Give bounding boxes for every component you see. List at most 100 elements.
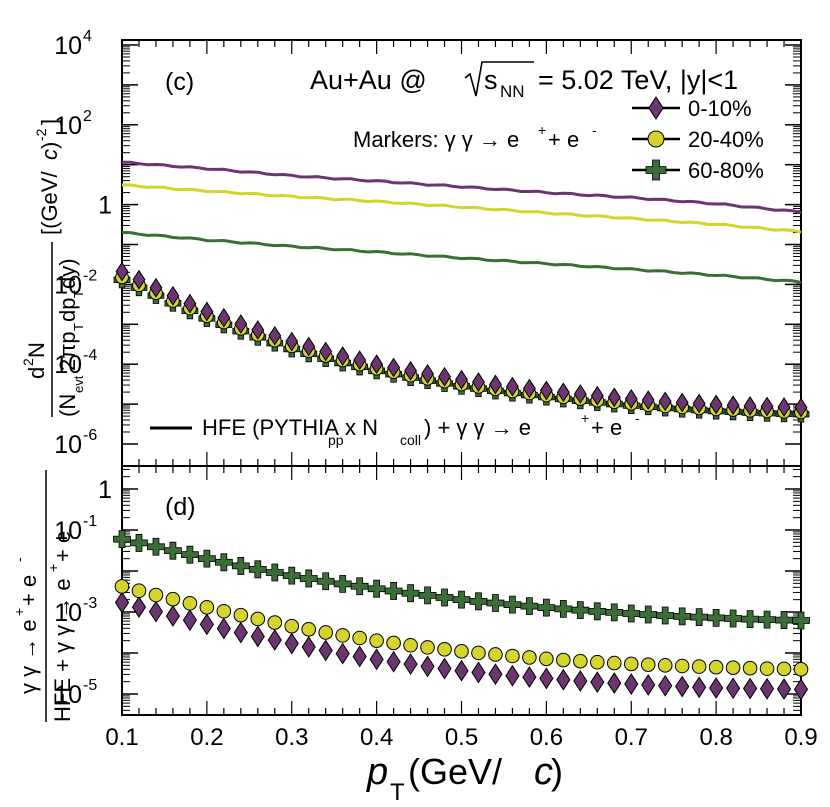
bottom-y-axis-label: γ γ → e + + e - HFE + γ γ → e + + e xyxy=(11,470,75,722)
top-ytick-label-base: 10 xyxy=(54,271,82,299)
x-axis-label: p T (GeV/ c ) xyxy=(366,751,563,806)
marker-diamond xyxy=(234,314,248,334)
marker-diamond xyxy=(115,261,129,282)
line-legend-sub: pp xyxy=(328,432,344,448)
marker-plus xyxy=(316,572,335,591)
marker-circle xyxy=(165,591,181,607)
marker-diamond xyxy=(726,677,741,700)
marker-diamond xyxy=(776,678,792,700)
legend-label: 60-80% xyxy=(688,158,764,183)
marker-diamond xyxy=(132,269,146,290)
top-ytick-label: 10 -6 xyxy=(54,427,97,459)
marker-diamond xyxy=(675,675,690,698)
marker-circle xyxy=(471,645,486,661)
top-ytick-label-exp: -6 xyxy=(83,427,97,444)
ylabel-units-close: ] xyxy=(37,119,62,125)
ylabel2-num-sup1: + xyxy=(11,608,27,616)
marker-diamond xyxy=(488,663,503,686)
marker-circle xyxy=(590,654,605,670)
marker-plus xyxy=(707,608,726,627)
x-tick-labels: 0.1 0.2 0.3 0.4 0.5 0.6 0.7 0.8 0.9 xyxy=(105,724,817,751)
xtick-label: 0.1 xyxy=(105,724,138,751)
marker-diamond xyxy=(641,673,656,696)
marker-circle xyxy=(301,622,317,637)
marker-plus xyxy=(554,599,573,618)
legend: 0-10% 20-40% 60-80% xyxy=(632,96,764,183)
marker-circle xyxy=(725,660,741,676)
marker-circle xyxy=(216,603,232,619)
marker-diamond xyxy=(318,639,333,662)
marker-diamond xyxy=(148,600,164,623)
marker-diamond xyxy=(165,605,181,627)
ylabel-num-sup: 2 xyxy=(20,358,36,366)
top-axis-ticks xyxy=(121,40,802,466)
marker-diamond xyxy=(216,617,231,640)
marker-circle xyxy=(623,656,639,672)
line-legend-mid: x N xyxy=(345,415,378,440)
bottom-ytick-label-base: 10 xyxy=(54,681,82,709)
marker-plus xyxy=(248,560,267,579)
marker-diamond xyxy=(726,395,740,416)
marker-plus xyxy=(792,611,810,630)
marker-diamond xyxy=(692,393,706,414)
bottom-ytick-label: 1 xyxy=(98,476,112,504)
xtick-label: 0.3 xyxy=(275,724,308,751)
marker-circle xyxy=(657,658,673,673)
marker-circle xyxy=(522,650,537,665)
markers-sup1: + xyxy=(538,122,546,138)
marker-circle xyxy=(573,653,588,669)
ylabel-den-b: 2πp xyxy=(55,331,80,371)
marker-diamond xyxy=(251,320,265,340)
top-ytick-label: 10 4 xyxy=(54,28,92,60)
marker-diamond xyxy=(268,325,282,346)
marker-diamond xyxy=(455,369,468,390)
marker-diamond xyxy=(793,678,809,701)
bottom-ytick-label-base: 10 xyxy=(54,517,82,545)
marker-plus xyxy=(350,577,369,596)
top-ytick-label-exp: -4 xyxy=(83,347,97,364)
marker-plus xyxy=(690,608,709,626)
legend-label: 0-10% xyxy=(688,96,752,121)
marker-diamond xyxy=(353,350,367,371)
marker-diamond xyxy=(556,668,571,691)
ylabel-den-sub3: T xyxy=(71,290,86,298)
marker-plus xyxy=(333,574,352,593)
line-legend-sub2: coll xyxy=(400,432,421,448)
marker-diamond xyxy=(387,357,401,378)
marker-diamond xyxy=(471,661,486,684)
marker-diamond xyxy=(336,346,350,366)
marker-plus xyxy=(282,566,301,585)
marker-diamond xyxy=(590,671,605,694)
ylabel-units-c: c xyxy=(37,149,62,160)
marker-diamond xyxy=(386,650,401,673)
marker-circle xyxy=(386,635,401,651)
marker-diamond xyxy=(692,676,707,699)
marker-circle xyxy=(369,633,384,648)
marker-plus xyxy=(486,594,505,612)
marker-diamond xyxy=(438,366,451,387)
title-sqrt-sub: NN xyxy=(500,82,525,101)
marker-plus xyxy=(214,553,233,572)
marker-diamond xyxy=(624,388,638,409)
marker-diamond xyxy=(709,394,723,415)
marker-diamond xyxy=(285,331,299,352)
marker-diamond xyxy=(454,659,469,682)
xtick-label: 0.9 xyxy=(784,724,817,751)
marker-diamond xyxy=(794,397,808,418)
marker-plus xyxy=(180,545,199,564)
marker-plus xyxy=(299,569,318,588)
top-ytick-label: 10 2 xyxy=(54,108,92,140)
ylabel-num-d: d xyxy=(24,367,49,379)
marker-circle xyxy=(335,628,350,643)
legend-entry-60-80%: 60-80% xyxy=(632,158,764,183)
legend-label: 20-40% xyxy=(688,127,764,152)
chart-title: Au+Au @ s NN = 5.02 TeV, |y|<1 xyxy=(310,61,738,101)
top-ytick-label-base: 10 xyxy=(54,32,82,60)
marker-diamond xyxy=(319,341,333,362)
marker-circle xyxy=(250,611,266,627)
marker-circle xyxy=(793,662,809,677)
xtick-label: 0.8 xyxy=(699,724,732,751)
xtick-label: 0.4 xyxy=(360,724,393,751)
marker-diamond xyxy=(472,372,485,392)
marker-plus xyxy=(622,604,641,623)
